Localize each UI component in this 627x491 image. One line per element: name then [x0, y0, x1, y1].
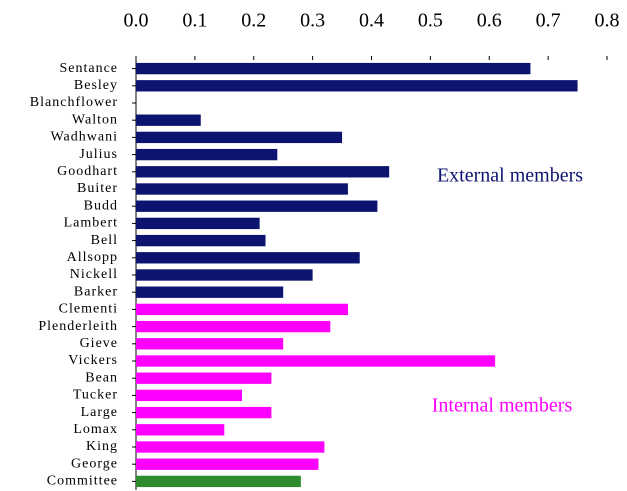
y-tick-label: Allsopp: [67, 250, 118, 265]
bar: [136, 286, 284, 298]
y-tick-label: Walton: [72, 112, 118, 127]
y-tick-label: Plenderleith: [38, 319, 118, 334]
y-tick-label: Bean: [85, 370, 118, 385]
bar: [136, 441, 325, 453]
bar: [136, 269, 313, 281]
bar: [136, 62, 531, 75]
bar: [136, 338, 284, 350]
bar: [136, 252, 360, 264]
y-tick-label: Goodhart: [57, 164, 118, 179]
y-tick-label: Vickers: [68, 353, 118, 368]
x-tick-label: 0.7: [536, 10, 561, 32]
annotation: External members: [437, 165, 583, 187]
y-tick-label: Lomax: [73, 422, 118, 437]
y-tick-label: Besley: [74, 78, 118, 93]
y-tick-label: Clementi: [59, 302, 118, 317]
y-tick-label: Julius: [79, 147, 118, 162]
y-tick-label: Barker: [74, 284, 118, 299]
bar: [136, 148, 278, 161]
bar: [136, 355, 496, 367]
x-tick-label: 0.6: [477, 10, 502, 32]
y-tick-label: Bell: [91, 233, 118, 248]
x-tick-label: 0.1: [182, 10, 207, 32]
y-tick-label: Buiter: [77, 181, 118, 196]
bar: [136, 320, 331, 333]
y-tick-label: Lambert: [64, 216, 118, 231]
bar: [136, 389, 242, 402]
y-tick-label: Budd: [84, 198, 118, 213]
y-tick-label: Nickell: [70, 267, 118, 282]
bar: [136, 424, 225, 436]
bar: [136, 217, 260, 230]
bar: [136, 200, 378, 212]
x-tick-label: 0.8: [595, 10, 620, 32]
y-tick-label: Committee: [47, 474, 118, 489]
bar: [136, 303, 348, 316]
x-tick-label: 0.0: [124, 10, 149, 32]
bar: [136, 166, 390, 178]
bar: [136, 234, 266, 247]
y-tick-label: Tucker: [73, 388, 118, 403]
annotation: Internal members: [432, 395, 573, 417]
bar: [136, 372, 272, 384]
bar: [136, 131, 343, 144]
y-tick-label: King: [86, 439, 118, 454]
x-tick-label: 0.4: [359, 10, 384, 32]
bar: [136, 406, 272, 419]
x-tick-label: 0.2: [241, 10, 266, 32]
y-tick-label: Sentance: [59, 61, 118, 76]
bar: [136, 458, 319, 470]
bar: [136, 114, 201, 126]
bar: [136, 183, 348, 195]
y-tick-label: Gieve: [80, 336, 118, 351]
x-tick-label: 0.5: [418, 10, 443, 32]
y-tick-label: George: [71, 456, 118, 471]
y-tick-label: Wadhwani: [50, 130, 118, 145]
y-tick-label: Blanchflower: [30, 95, 118, 110]
bar: [136, 80, 578, 92]
x-tick-label: 0.3: [300, 10, 325, 32]
bar: [136, 475, 301, 488]
y-tick-label: Large: [81, 405, 118, 420]
